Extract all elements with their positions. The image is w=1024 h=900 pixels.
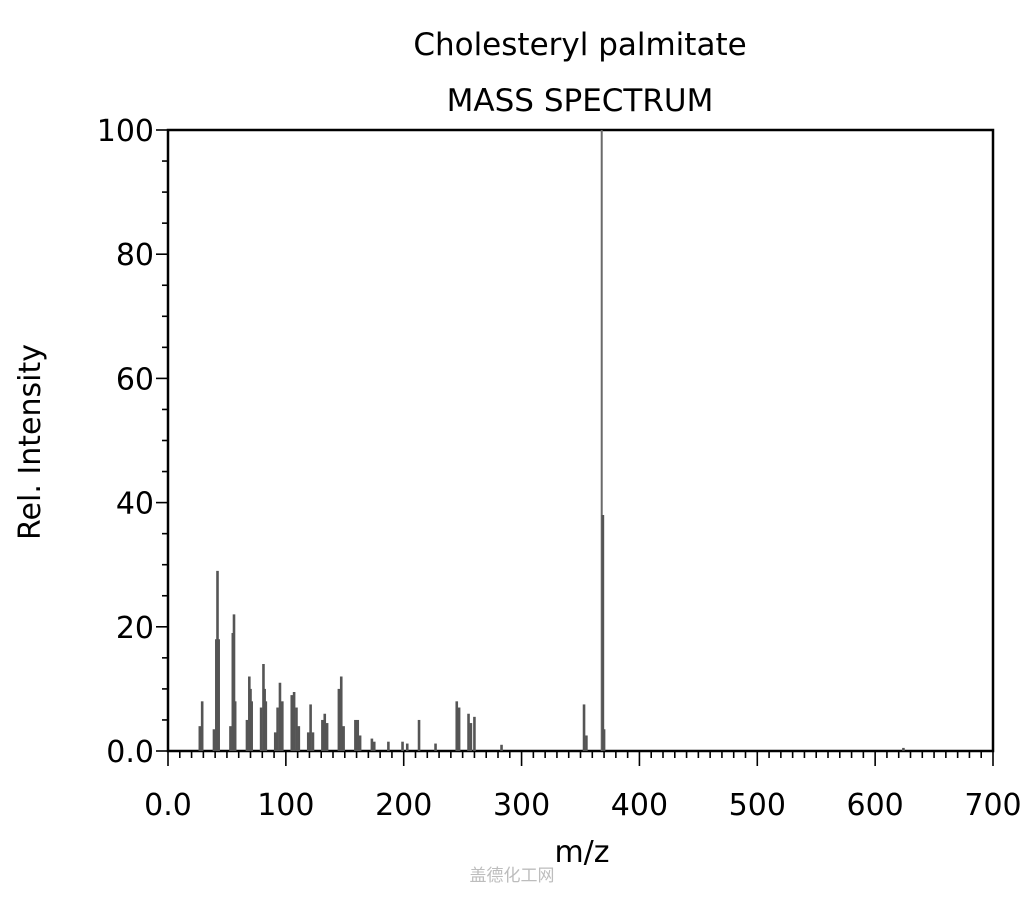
x-tick-label: 200 xyxy=(375,788,432,823)
x-tick-label: 500 xyxy=(729,788,786,823)
spectrum-peaks xyxy=(198,130,905,751)
watermark-text: 盖德化工网 xyxy=(470,866,555,886)
plot-frame xyxy=(166,128,995,753)
x-axis-label: m/z xyxy=(554,835,609,870)
y-tick-label: 80 xyxy=(116,238,154,273)
y-tick-label: 40 xyxy=(116,487,154,522)
x-minor-ticks xyxy=(178,751,983,758)
y-major-ticks xyxy=(156,129,168,752)
x-major-ticks xyxy=(167,751,994,766)
chart-subtitle: MASS SPECTRUM xyxy=(447,83,714,119)
x-tick-label: 0.0 xyxy=(144,788,192,823)
y-tick-label: 0.0 xyxy=(106,735,154,770)
x-tick-labels: 0.0 100 200 300 400 500 600 700 xyxy=(144,788,1021,823)
y-tick-label: 20 xyxy=(116,611,154,646)
x-tick-label: 400 xyxy=(611,788,668,823)
chart-title: Cholesteryl palmitate xyxy=(413,27,746,63)
x-tick-label: 300 xyxy=(493,788,550,823)
y-minor-ticks xyxy=(162,160,168,721)
y-tick-label: 60 xyxy=(116,362,154,397)
y-tick-labels: 0.0 20 40 60 80 100 xyxy=(97,114,154,770)
x-tick-label: 700 xyxy=(964,788,1021,823)
x-tick-label: 600 xyxy=(847,788,904,823)
x-tick-label: 100 xyxy=(257,788,314,823)
y-axis-label: Rel. Intensity xyxy=(13,344,48,540)
y-tick-label: 100 xyxy=(97,114,154,149)
